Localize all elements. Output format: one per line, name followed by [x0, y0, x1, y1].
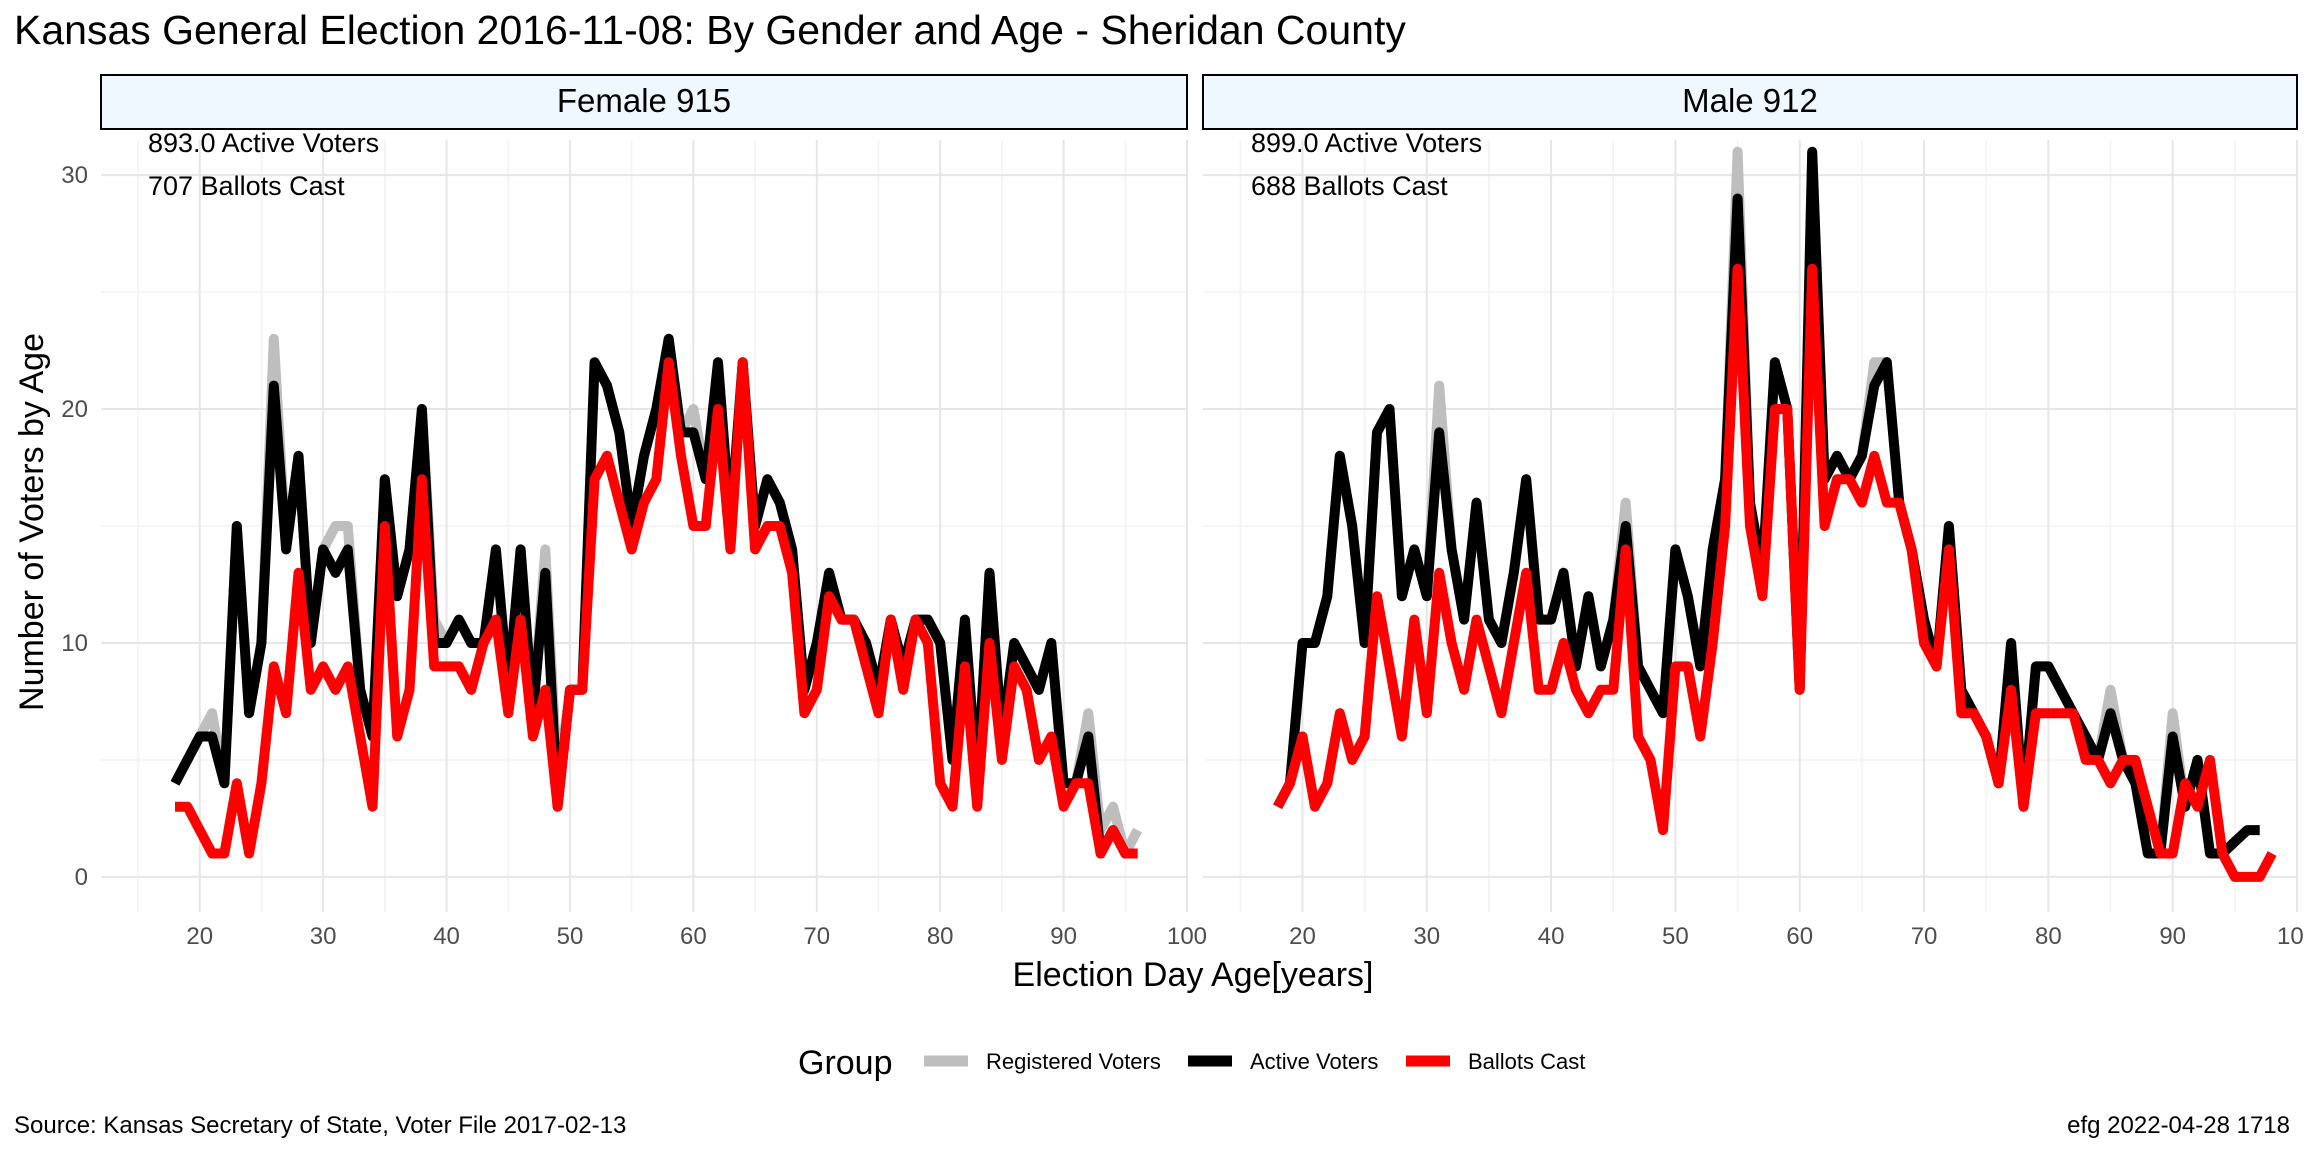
annotation-active-male: 899.0 Active Voters — [1251, 128, 1482, 158]
chart-title: Kansas General Election 2016-11-08: By G… — [14, 7, 1406, 53]
x-tick-label: 60 — [680, 923, 707, 950]
strip-label-male: Male 912 — [1682, 82, 1818, 119]
annotation-active-female: 893.0 Active Voters — [148, 128, 379, 158]
legend: Group Registered Voters Active Voters Ball… — [798, 1044, 1585, 1082]
y-axis-label: Number of Voters by Age — [13, 333, 51, 711]
gridlines-male — [1203, 140, 2298, 912]
x-tick-label: 20 — [186, 923, 213, 950]
source-caption: Source: Kansas Secretary of State, Voter… — [14, 1112, 626, 1139]
x-tick-label: 50 — [1662, 923, 1689, 950]
annotation-ballots-female: 707 Ballots Cast — [148, 171, 345, 201]
x-tick-label: 40 — [1538, 923, 1565, 950]
strip-male — [1202, 74, 2298, 130]
x-tick-label: 30 — [1413, 923, 1440, 950]
x-tick-label: 100 — [1167, 923, 1207, 950]
y-tick-label: 10 — [61, 630, 88, 657]
x-tick-label: 80 — [927, 923, 954, 950]
x-tick-label: 70 — [803, 923, 830, 950]
x-tick-label: 100 — [2277, 923, 2304, 950]
legend-label-registered-voters: Registered Voters — [986, 1049, 1161, 1074]
x-ticks-male: 20 30 40 50 60 70 80 90 100 — [1289, 923, 2304, 950]
x-tick-label: 90 — [2159, 923, 2186, 950]
series-female — [170, 333, 1143, 859]
x-tick-label: 60 — [1786, 923, 1813, 950]
series-line-ballots-cast — [175, 357, 1138, 859]
legend-label-ballots-cast: Ballots Cast — [1468, 1049, 1585, 1074]
strip-female — [100, 74, 1188, 130]
legend-label-active-voters: Active Voters — [1250, 1049, 1378, 1074]
y-tick-label: 0 — [75, 864, 88, 891]
x-tick-label: 70 — [1911, 923, 1938, 950]
x-tick-label: 20 — [1289, 923, 1316, 950]
x-tick-label: 30 — [310, 923, 337, 950]
panel-male: Male 912 20 30 40 50 60 70 80 90 100 899.0 Activ… — [1202, 74, 2304, 950]
y-tick-label: 20 — [61, 396, 88, 423]
annotation-ballots-male: 688 Ballots Cast — [1251, 171, 1448, 201]
panel-female: Female 915 20 30 40 50 60 70 80 90 100 893.0 Act… — [100, 74, 1207, 950]
series-male — [1273, 146, 2277, 882]
x-ticks-female: 20 30 40 50 60 70 80 90 100 — [186, 923, 1207, 950]
y-ticks: 0 10 20 30 — [61, 162, 88, 891]
legend-title: Group — [798, 1044, 893, 1082]
strip-label-female: Female 915 — [557, 82, 731, 119]
x-tick-label: 50 — [557, 923, 584, 950]
legend-items: Registered Voters Active Voters Ballots Ca… — [924, 1049, 1585, 1074]
x-axis-label: Election Day Age[years] — [1013, 956, 1374, 994]
y-tick-label: 30 — [61, 162, 88, 189]
timestamp-caption: efg 2022-04-28 1718 — [2067, 1112, 2290, 1139]
series-line-ballots-cast — [1273, 263, 2277, 882]
x-tick-label: 90 — [1050, 923, 1077, 950]
x-tick-label: 40 — [433, 923, 460, 950]
x-tick-label: 80 — [2035, 923, 2062, 950]
gridlines-female — [101, 140, 1188, 912]
